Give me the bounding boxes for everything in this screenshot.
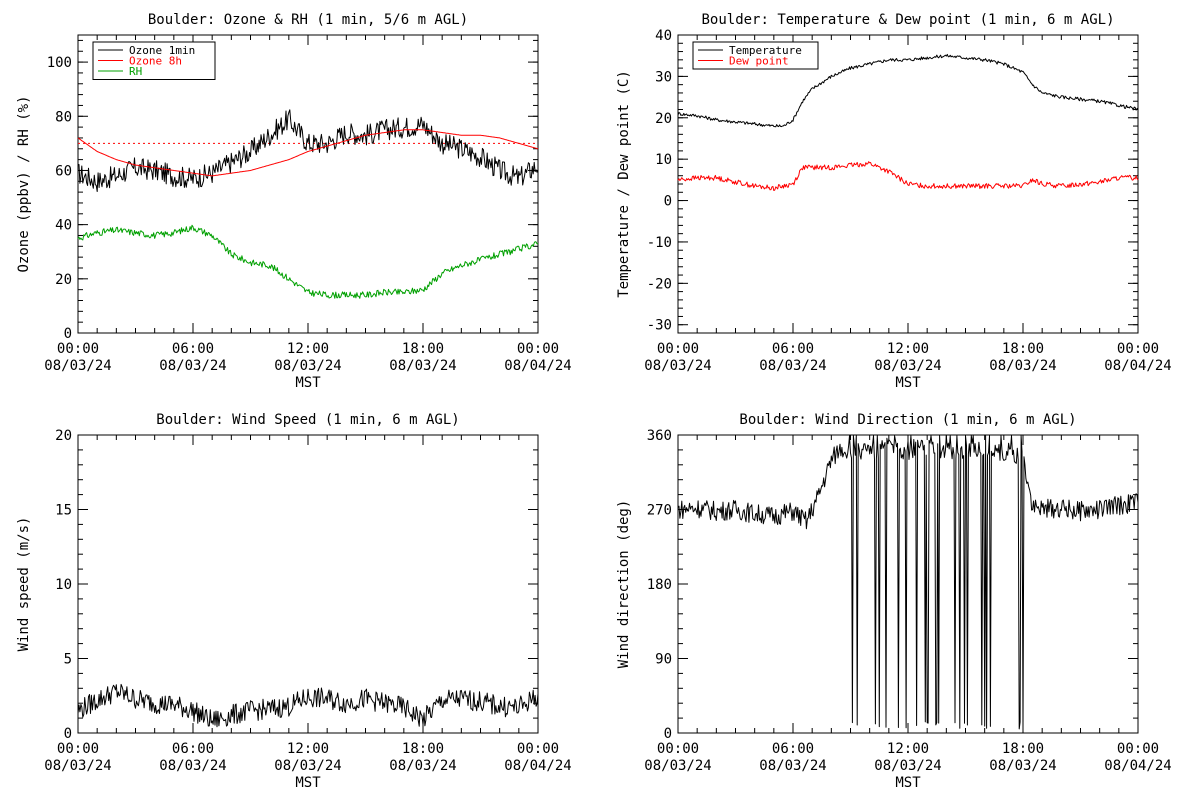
x-tick-date-label: 08/04/24 xyxy=(504,758,571,774)
x-tick-time-label: 00:00 xyxy=(517,741,559,757)
series-line-ozone-8h xyxy=(77,129,539,177)
y-tick-label: 15 xyxy=(55,503,72,519)
y-tick-label: 0 xyxy=(64,726,72,742)
y-tick-label: 10 xyxy=(55,577,72,593)
x-tick-time-label: 06:00 xyxy=(772,741,814,757)
x-tick-date-label: 08/03/24 xyxy=(274,358,341,374)
x-tick-date-label: 08/04/24 xyxy=(1104,358,1171,374)
x-tick-date-label: 08/03/24 xyxy=(44,358,111,374)
y-tick-label: -30 xyxy=(647,318,672,334)
legend-label: Temperature xyxy=(729,44,802,57)
x-tick-date-label: 08/03/24 xyxy=(759,758,826,774)
series-line-dew-point xyxy=(677,161,1139,191)
y-tick-label: 30 xyxy=(655,69,672,85)
y-tick-label: -10 xyxy=(647,235,672,251)
chart-title: Boulder: Ozone & RH (1 min, 5/6 m AGL) xyxy=(148,12,468,28)
chart-title: Boulder: Temperature & Dew point (1 min,… xyxy=(701,12,1114,28)
y-tick-label: 40 xyxy=(55,218,72,234)
series-line-main xyxy=(77,683,539,728)
x-tick-date-label: 08/03/24 xyxy=(159,358,226,374)
x-tick-time-label: 00:00 xyxy=(657,341,699,357)
x-tick-date-label: 08/03/24 xyxy=(389,358,456,374)
x-tick-date-label: 08/03/24 xyxy=(874,358,941,374)
y-tick-label: 20 xyxy=(55,272,72,288)
y-tick-label: 90 xyxy=(655,652,672,668)
x-tick-time-label: 06:00 xyxy=(772,341,814,357)
x-tick-date-label: 08/03/24 xyxy=(874,758,941,774)
plot-frame xyxy=(77,434,539,734)
y-tick-label: 60 xyxy=(55,163,72,179)
chart-title: Boulder: Wind Speed (1 min, 6 m AGL) xyxy=(156,412,459,428)
x-axis-label: MST xyxy=(895,775,921,791)
series-line-main xyxy=(677,435,1139,730)
series-line-temperature xyxy=(677,53,1139,128)
y-axis-label: Temperature / Dew point (C) xyxy=(616,70,632,298)
legend-label: Dew point xyxy=(729,55,789,68)
chart-title: Boulder: Wind Direction (1 min, 6 m AGL) xyxy=(739,412,1076,428)
x-tick-time-label: 12:00 xyxy=(287,341,329,357)
legend-label: Ozone 8h xyxy=(129,55,182,68)
wind-direction-chart: Boulder: Wind Direction (1 min, 6 m AGL)… xyxy=(616,412,1172,791)
x-tick-time-label: 00:00 xyxy=(57,741,99,757)
x-tick-time-label: 18:00 xyxy=(1002,741,1044,757)
x-tick-date-label: 08/03/24 xyxy=(389,758,456,774)
y-tick-label: 80 xyxy=(55,109,72,125)
y-tick-label: 10 xyxy=(655,152,672,168)
x-tick-time-label: 00:00 xyxy=(57,341,99,357)
ozone-rh-chart: Boulder: Ozone & RH (1 min, 5/6 m AGL) 0 2… xyxy=(16,12,572,391)
wind-speed-chart: Boulder: Wind Speed (1 min, 6 m AGL) 0 5 10… xyxy=(16,412,572,791)
y-tick-label: 0 xyxy=(664,194,672,210)
x-tick-time-label: 00:00 xyxy=(1117,341,1159,357)
y-tick-label: 270 xyxy=(647,503,672,519)
x-tick-date-label: 08/03/24 xyxy=(759,358,826,374)
y-tick-label: 40 xyxy=(655,28,672,44)
x-tick-date-label: 08/03/24 xyxy=(644,358,711,374)
plot-frame xyxy=(677,434,1139,734)
x-tick-time-label: 06:00 xyxy=(172,741,214,757)
y-axis-label: Wind direction (deg) xyxy=(616,500,632,669)
y-tick-label: 20 xyxy=(55,428,72,444)
x-tick-date-label: 08/03/24 xyxy=(989,758,1056,774)
x-tick-date-label: 08/03/24 xyxy=(644,758,711,774)
x-tick-time-label: 12:00 xyxy=(887,741,929,757)
legend-box xyxy=(692,41,819,70)
x-axis-label: MST xyxy=(295,375,321,391)
x-tick-time-label: 00:00 xyxy=(657,741,699,757)
legend-label: Ozone 1min xyxy=(129,44,195,57)
temperature-dewpoint-chart: Boulder: Temperature & Dew point (1 min,… xyxy=(616,12,1172,391)
y-tick-label: 100 xyxy=(47,55,72,71)
y-tick-label: 180 xyxy=(647,577,672,593)
x-tick-time-label: 00:00 xyxy=(1117,741,1159,757)
x-axis-label: MST xyxy=(895,375,921,391)
x-tick-date-label: 08/04/24 xyxy=(504,358,571,374)
y-tick-label: 0 xyxy=(64,326,72,342)
x-tick-date-label: 08/03/24 xyxy=(159,758,226,774)
x-tick-time-label: 12:00 xyxy=(287,741,329,757)
x-tick-time-label: 06:00 xyxy=(172,341,214,357)
x-tick-date-label: 08/03/24 xyxy=(989,358,1056,374)
y-tick-label: 20 xyxy=(655,111,672,127)
legend-label: RH xyxy=(129,65,142,78)
series-line-ozone-1min xyxy=(77,109,539,192)
x-tick-time-label: 18:00 xyxy=(402,741,444,757)
y-tick-label: -20 xyxy=(647,276,672,292)
x-tick-date-label: 08/04/24 xyxy=(1104,758,1171,774)
y-tick-label: 5 xyxy=(64,652,72,668)
y-tick-label: 0 xyxy=(664,726,672,742)
x-tick-time-label: 12:00 xyxy=(887,341,929,357)
x-tick-time-label: 18:00 xyxy=(1002,341,1044,357)
x-axis-label: MST xyxy=(295,775,321,791)
x-tick-date-label: 08/03/24 xyxy=(44,758,111,774)
y-tick-label: 360 xyxy=(647,428,672,444)
y-axis-label: Ozone (ppbv) / RH (%) xyxy=(16,95,32,272)
y-axis-label: Wind speed (m/s) xyxy=(16,517,32,652)
x-tick-time-label: 00:00 xyxy=(517,341,559,357)
x-tick-date-label: 08/03/24 xyxy=(274,758,341,774)
x-tick-time-label: 18:00 xyxy=(402,341,444,357)
series-line-rh xyxy=(77,224,539,299)
